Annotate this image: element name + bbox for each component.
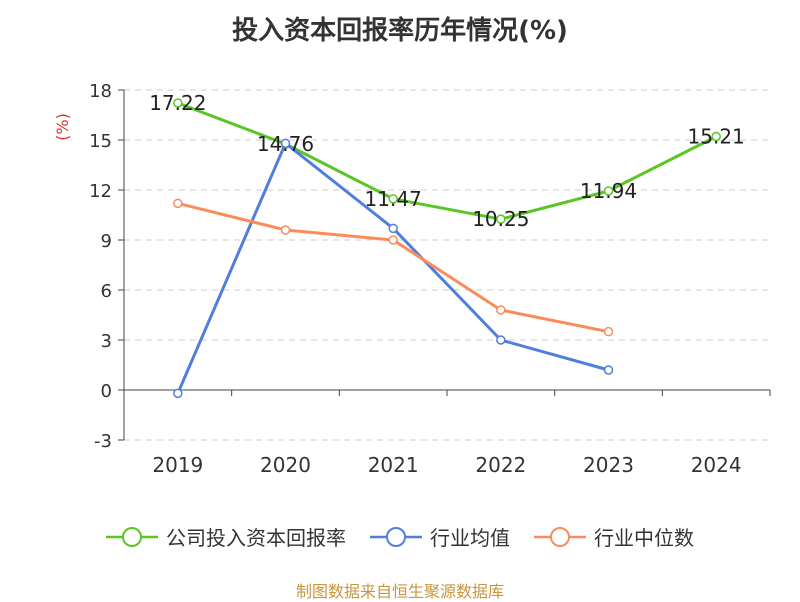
legend-item[interactable]: 行业中位数: [534, 526, 694, 550]
y-tick-label: 15: [89, 131, 112, 152]
data-point: [603, 186, 614, 196]
data-point: [603, 365, 614, 375]
data-point: [280, 225, 291, 235]
data-label: 10.25: [472, 207, 529, 231]
data-labels: 17.22 14.76 11.47 10.25 11.94 15.21: [149, 91, 745, 231]
data-point: [388, 194, 398, 204]
data-point: [603, 326, 614, 337]
series-layer: [173, 98, 721, 399]
data-label: 11.94: [580, 179, 637, 203]
y-tick-label: 6: [101, 281, 112, 302]
legend-marker: [386, 527, 406, 547]
legend-item[interactable]: 公司投入资本回报率: [106, 526, 346, 550]
data-point: [388, 223, 398, 234]
grid-lines: [124, 89, 770, 441]
x-tick-label: 2021: [368, 453, 419, 477]
legend-label: 行业均值: [430, 526, 510, 550]
legend-marker: [122, 527, 142, 547]
legend-marker: [550, 527, 570, 547]
x-tick-label: 2023: [583, 453, 634, 477]
legend-label: 公司投入资本回报率: [166, 526, 346, 550]
data-point: [711, 131, 721, 142]
y-tick-label: 0: [101, 381, 112, 402]
data-label: 15.21: [688, 125, 745, 149]
x-tick-label: 2019: [152, 453, 203, 477]
source-note: 制图数据来自恒生聚源数据库: [295, 582, 504, 601]
series-line: [177, 101, 717, 221]
data-point: [173, 98, 183, 108]
series-line: [177, 201, 609, 334]
data-label: 14.76: [257, 132, 314, 156]
data-label: 17.22: [149, 91, 206, 115]
data-point: [496, 335, 506, 345]
x-tick-label: 2020: [260, 453, 311, 477]
legend-item[interactable]: 行业均值: [370, 526, 510, 550]
axes: -3 0 3 6 9 12 15 18 2019 2020 2021 2022 2023 2024: [89, 81, 771, 477]
legend[interactable]: 公司投入资本回报率 行业均值 行业中位数: [106, 526, 694, 550]
legend-label: 行业中位数: [594, 526, 694, 550]
y-tick-label: 18: [89, 81, 112, 102]
x-tick-label: 2022: [475, 453, 526, 477]
y-axis-label: (%): [53, 113, 72, 141]
chart-title: 投入资本回报率历年情况(%): [232, 16, 568, 46]
series-line: [176, 141, 609, 394]
y-tick-label: 12: [89, 181, 112, 202]
data-point: [496, 214, 506, 224]
data-label: 11.47: [365, 187, 422, 211]
y-tick-label: -3: [94, 431, 112, 452]
data-point: [280, 138, 291, 149]
y-tick-label: 9: [101, 231, 112, 252]
data-point: [388, 235, 398, 245]
data-point: [173, 198, 183, 209]
x-tick-label: 2024: [691, 453, 742, 477]
data-point: [173, 388, 183, 399]
data-point: [496, 305, 506, 315]
y-tick-label: 3: [101, 331, 112, 352]
